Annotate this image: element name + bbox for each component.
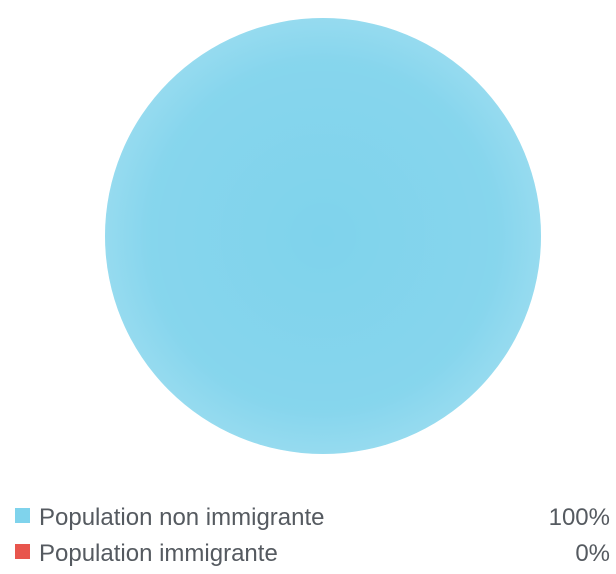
- legend: Population non immigrante 100% Populatio…: [15, 500, 610, 572]
- pie-plot-area: [105, 18, 541, 454]
- pie-slices: [105, 18, 541, 454]
- legend-label-immigrant: Population immigrante: [39, 540, 278, 567]
- legend-swatch-non-immigrant: [15, 507, 30, 523]
- pie-slice-population-non-immigrante[interactable]: [105, 18, 541, 454]
- legend-value-non-immigrant: 100%: [548, 504, 610, 531]
- legend-swatch-immigrant: [15, 543, 30, 559]
- legend-label-non-immigrant: Population non immigrante: [39, 504, 325, 531]
- legend-value-immigrant: 0%: [575, 540, 610, 567]
- legend-item-non-immigrant[interactable]: Population non immigrante 100%: [15, 500, 610, 536]
- legend-item-immigrant[interactable]: Population immigrante 0%: [15, 536, 610, 572]
